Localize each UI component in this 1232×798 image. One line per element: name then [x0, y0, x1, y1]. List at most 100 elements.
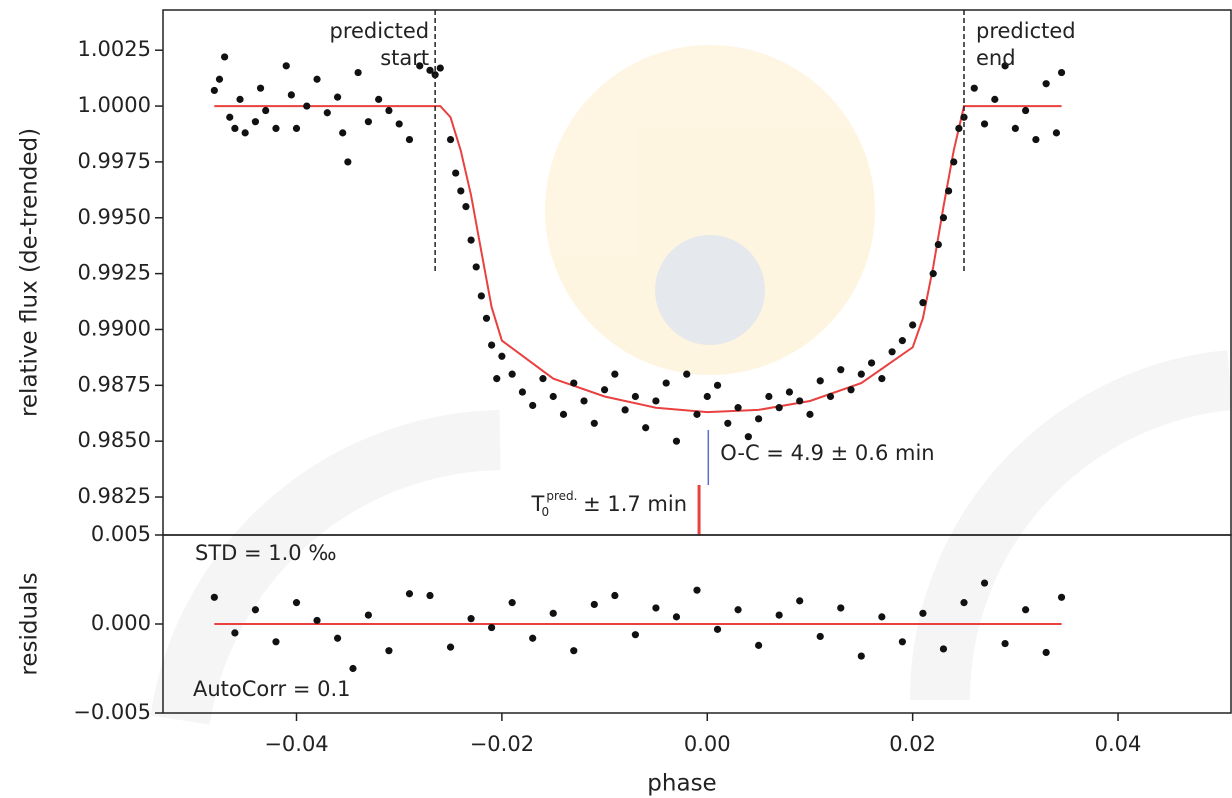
- data-point: [909, 321, 917, 329]
- data-point: [755, 415, 763, 423]
- data-point: [539, 375, 547, 383]
- y-tick-label: 1.0000: [78, 93, 151, 117]
- x-tick-label: −0.02: [470, 732, 534, 756]
- data-point: [303, 102, 311, 110]
- data-point: [426, 591, 434, 600]
- data-point: [713, 625, 722, 633]
- data-point: [950, 158, 958, 166]
- y-tick-label: 0.9825: [78, 484, 151, 508]
- y-tick-label: 1.0025: [78, 37, 151, 61]
- predicted-label: predicted: [330, 19, 430, 43]
- data-point: [775, 404, 783, 412]
- data-point: [755, 641, 763, 649]
- data-point: [785, 388, 794, 396]
- data-point: [631, 631, 639, 639]
- data-point: [529, 634, 537, 642]
- data-point: [549, 609, 557, 617]
- data-point: [898, 337, 906, 345]
- data-point: [816, 377, 824, 385]
- predicted-label: end: [976, 46, 1016, 70]
- data-point: [652, 604, 660, 612]
- data-point: [385, 647, 393, 655]
- data-point: [857, 652, 865, 660]
- data-point: [939, 645, 948, 653]
- data-point: [292, 124, 301, 133]
- data-point: [446, 643, 455, 651]
- data-point: [878, 613, 886, 621]
- data-point: [472, 263, 480, 271]
- watermark: [150, 45, 1232, 725]
- y-tick-label: 0.9900: [78, 316, 151, 340]
- data-point: [385, 106, 393, 115]
- data-point: [642, 424, 650, 432]
- data-point: [1042, 648, 1050, 657]
- data-point: [323, 109, 331, 117]
- data-point: [683, 370, 691, 378]
- data-point: [467, 236, 475, 244]
- data-point: [1052, 129, 1061, 137]
- data-point: [796, 397, 804, 405]
- data-point: [1022, 106, 1030, 115]
- data-point: [1001, 639, 1009, 648]
- data-point: [1001, 62, 1009, 70]
- data-point: [231, 124, 239, 133]
- oc-label: O-C = 4.9 ± 0.6 min: [720, 441, 934, 465]
- data-point: [251, 606, 260, 614]
- data-point: [919, 609, 927, 617]
- data-point: [529, 401, 537, 410]
- data-point: [349, 664, 357, 673]
- data-point: [837, 604, 845, 612]
- y-axis-label: relative flux (de-trended): [17, 128, 43, 417]
- data-point: [488, 341, 496, 349]
- data-point: [333, 93, 342, 101]
- data-point: [806, 410, 814, 418]
- data-point: [1011, 124, 1019, 133]
- data-point: [477, 292, 485, 300]
- data-point: [236, 95, 244, 103]
- data-point: [662, 379, 670, 387]
- data-point: [878, 375, 886, 383]
- plot-frame: [162, 534, 1232, 714]
- data-point: [364, 611, 372, 619]
- data-point: [734, 606, 742, 614]
- x-axis-label: phase: [647, 771, 716, 797]
- data-point: [405, 590, 414, 598]
- data-point: [888, 348, 896, 356]
- data-point: [498, 352, 506, 360]
- data-point: [1022, 606, 1030, 614]
- data-point: [775, 611, 783, 619]
- data-point: [262, 106, 270, 115]
- data-point: [518, 388, 527, 396]
- data-point: [765, 392, 773, 401]
- data-point: [452, 169, 460, 177]
- y-tick-label: 0.9950: [78, 205, 151, 229]
- data-point: [210, 593, 218, 601]
- data-point: [724, 419, 732, 427]
- data-point: [375, 95, 383, 103]
- data-point: [570, 647, 578, 655]
- data-point: [1057, 593, 1066, 601]
- data-point: [457, 187, 465, 195]
- data-point: [272, 638, 280, 646]
- data-point: [713, 381, 722, 389]
- predicted-label: predicted: [976, 19, 1076, 43]
- data-point: [436, 64, 444, 72]
- data-point: [611, 591, 619, 600]
- data-point: [493, 375, 501, 383]
- x-tick-label: 0.00: [684, 732, 731, 756]
- data-point: [960, 599, 968, 607]
- data-point: [405, 135, 414, 144]
- data-point: [970, 84, 978, 92]
- data-point: [1042, 80, 1050, 88]
- data-point: [672, 437, 681, 445]
- data-point: [570, 379, 578, 387]
- data-point: [857, 370, 865, 378]
- data-point: [426, 66, 434, 74]
- x-tick-label: 0.02: [889, 732, 936, 756]
- y-tick-label: 0.000: [91, 611, 151, 635]
- t0-label-part: 0: [541, 505, 549, 519]
- y-tick-label: 0.9975: [78, 149, 151, 173]
- data-point: [934, 240, 942, 249]
- data-point: [231, 629, 239, 637]
